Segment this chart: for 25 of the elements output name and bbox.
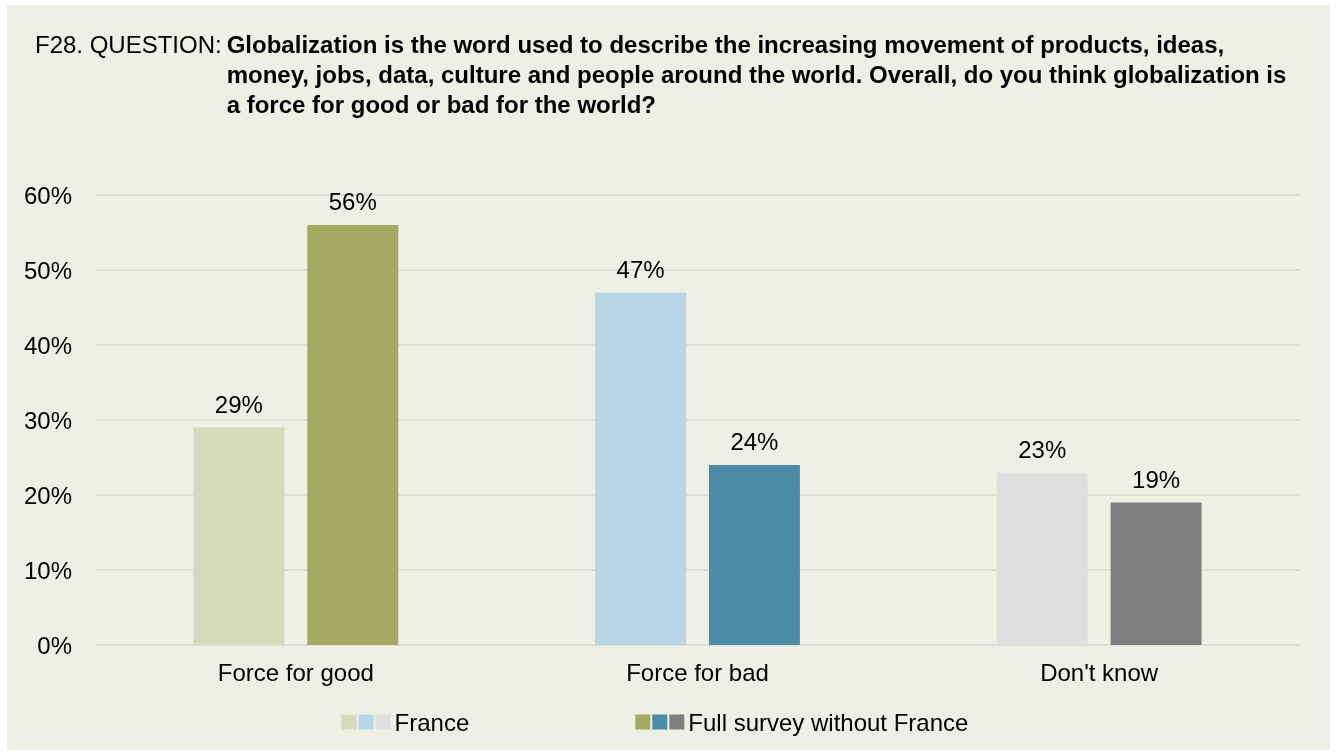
y-tick-label: 50% bbox=[23, 256, 72, 284]
data-label: 24% bbox=[730, 428, 779, 455]
bar bbox=[307, 225, 399, 645]
y-tick-label: 60% bbox=[23, 181, 72, 209]
text: F28. QUESTION: bbox=[35, 31, 222, 58]
legend-label: France bbox=[394, 708, 470, 736]
data-label: 29% bbox=[214, 390, 263, 418]
data-label: 23% bbox=[1018, 435, 1067, 463]
bar bbox=[595, 292, 687, 645]
data-label: 47% bbox=[616, 255, 665, 283]
bar bbox=[1110, 502, 1202, 645]
legend-label: Full survey without France bbox=[688, 708, 969, 736]
x-tick-label: Force for good bbox=[217, 659, 374, 686]
y-tick-label: 40% bbox=[23, 331, 72, 359]
y-tick-label: 30% bbox=[23, 406, 72, 434]
x-tick-label: Force for bad bbox=[626, 659, 769, 686]
x-tick-label: Don't know bbox=[1040, 659, 1159, 686]
chart-title: Globalization is the word used to describe the increasing movement of products, ideas, money, jobs, data, culture and people around the world. Overall, do you think globalization is a force for good or bad for the world? bbox=[226, 31, 1287, 118]
data-label: 56% bbox=[328, 188, 377, 215]
y-tick-label: 20% bbox=[23, 481, 72, 509]
bar bbox=[708, 465, 800, 645]
y-tick-label: 0% bbox=[37, 631, 72, 659]
y-tick-label: 10% bbox=[23, 556, 72, 584]
data-label: 19% bbox=[1132, 465, 1181, 493]
bar bbox=[193, 427, 285, 645]
